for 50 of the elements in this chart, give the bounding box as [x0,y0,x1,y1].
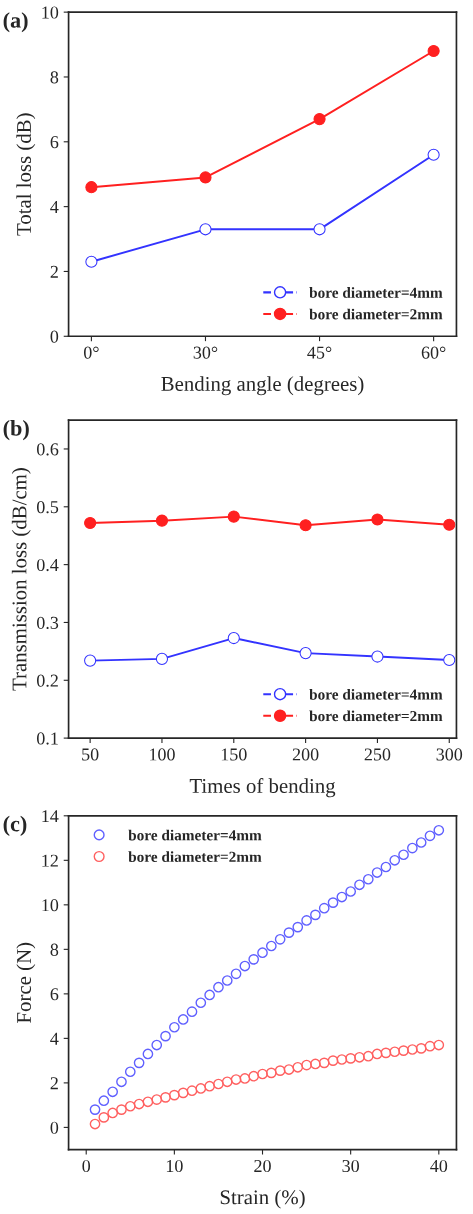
x-tick-label: 30° [193,346,218,359]
y-tick-label: 4 [50,201,59,213]
legend-label: bore diameter=2mm [309,710,443,722]
y-tick-label: 8 [50,943,59,956]
y-tick-label: 0 [50,1121,59,1134]
y-tick-label: 0.5 [36,501,59,514]
x-tick-label: 50 [82,748,99,761]
x-tick-label: 20 [254,1159,271,1173]
x-tick-label: 45° [307,346,332,359]
y-tick-label: 0.3 [36,616,59,629]
y-tick-label: 2 [50,265,58,278]
x-tick-label: 0° [83,346,99,359]
y-tick-label: 8 [50,71,59,84]
y-tick-label: 0.4 [36,558,59,572]
y-tick-label: 2 [50,1077,58,1090]
legend-label: bore diameter=4mm [309,287,443,298]
y-tick-label: 0 [50,330,59,343]
y-tick-label: 14 [42,810,59,823]
y-tick-label: 12 [42,854,58,867]
y-axis-title: Transmission loss (dB/cm) [11,468,31,691]
y-axis-title: Total loss (dB) [16,113,36,236]
y-tick-label: 0.6 [36,443,59,456]
chart-title: (a) [3,12,28,33]
x-tick-label: 100 [150,748,175,761]
y-tick-label: 0.1 [36,732,58,745]
x-tick-label: 0 [82,1159,91,1173]
y-tick-label: 6 [50,988,59,1001]
x-tick-label: 150 [221,748,247,761]
y-axis-title: Force (N) [16,942,36,1023]
y-tick-label: 10 [42,6,59,19]
legend-label: bore diameter=4mm [309,688,443,700]
legend-label: bore diameter=2mm [309,308,443,320]
x-tick-label: 300 [436,748,463,761]
x-axis-title: Bending angle (degrees) [161,376,364,396]
x-tick-label: 40 [430,1159,448,1173]
y-tick-label: 10 [42,899,59,912]
x-axis-title: Times of bending [189,778,336,798]
legend-label: bore diameter=2mm [128,851,262,862]
x-axis-title: Strain (%) [220,1189,305,1209]
x-tick-label: 60° [421,346,446,359]
x-tick-label: 250 [364,748,391,761]
chart-title: (c) [3,815,27,836]
x-tick-label: 200 [292,748,319,761]
legend-label: bore diameter=4mm [128,829,262,841]
y-tick-label: 0.2 [36,674,58,687]
x-tick-label: 10 [166,1159,183,1173]
y-tick-label: 6 [50,136,59,149]
x-tick-label: 30 [342,1159,359,1173]
y-tick-label: 4 [50,1032,59,1045]
chart-title: (b) [3,420,29,441]
